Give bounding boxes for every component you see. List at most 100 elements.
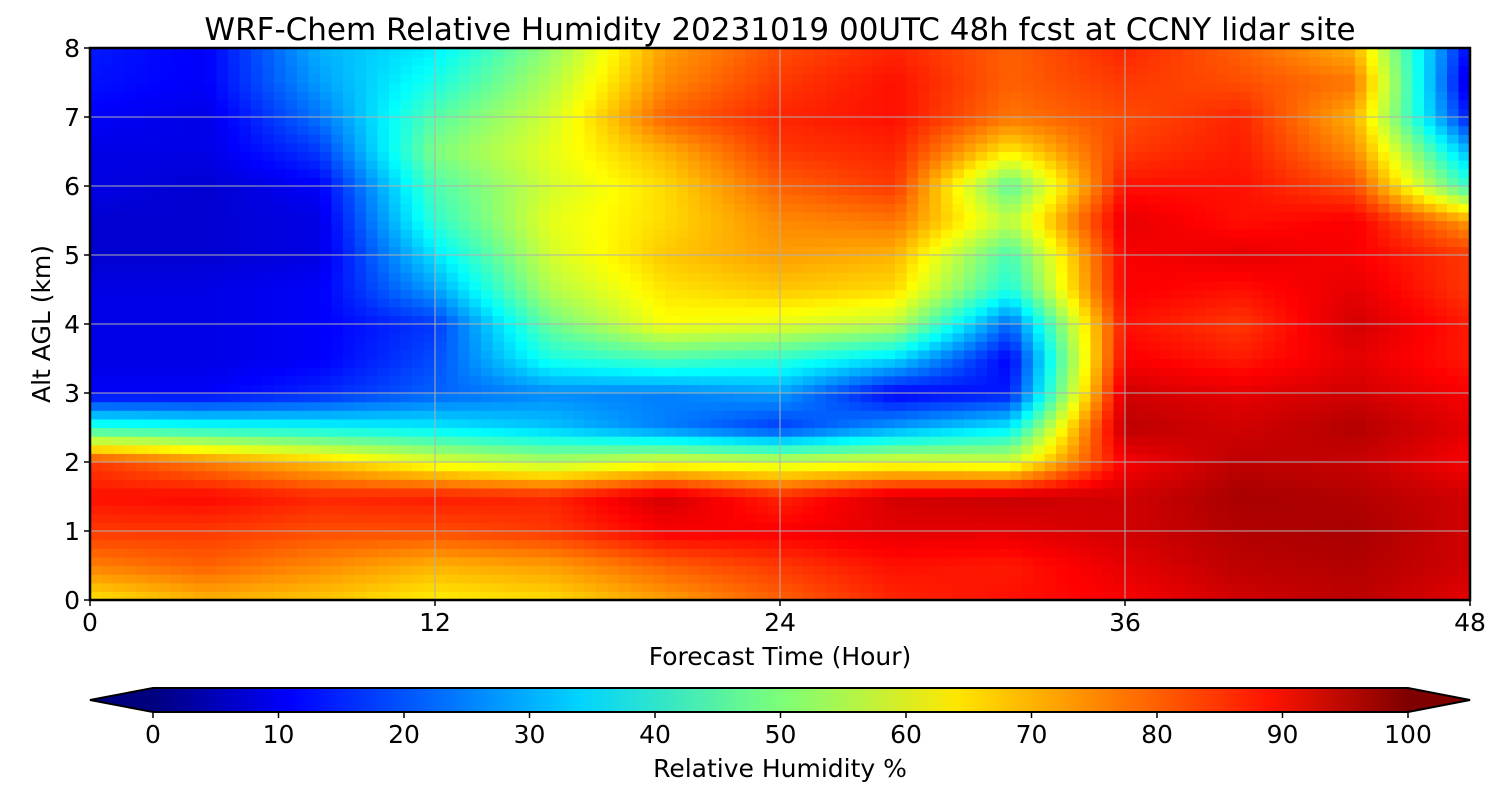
heatmap-cell (630, 565, 643, 575)
heatmap-cell (1447, 246, 1460, 256)
heatmap-cell (377, 393, 390, 403)
heatmap-cell (1090, 324, 1103, 334)
heatmap-cell (412, 531, 425, 541)
heatmap-cell (1355, 393, 1368, 403)
heatmap-cell (952, 556, 965, 567)
heatmap-cell (1136, 565, 1149, 575)
heatmap-cell (538, 280, 551, 291)
heatmap-cell (665, 470, 678, 480)
heatmap-cell (607, 565, 620, 575)
heatmap-cell (1424, 505, 1437, 515)
heatmap-cell (1343, 272, 1356, 282)
heatmap-cell (906, 565, 919, 575)
heatmap-cell (642, 298, 655, 308)
heatmap-cell (573, 582, 586, 592)
heatmap-cell (1263, 272, 1276, 282)
heatmap-cell (941, 470, 954, 480)
heatmap-cell (1182, 393, 1195, 403)
heatmap-cell (1343, 341, 1356, 351)
heatmap-cell (550, 444, 563, 454)
heatmap-cell (159, 479, 172, 489)
heatmap-cell (665, 401, 678, 411)
heatmap-cell (308, 505, 321, 515)
heatmap-cell (768, 289, 781, 299)
heatmap-cell (239, 427, 252, 437)
heatmap-cell (872, 505, 885, 515)
heatmap-cell (849, 565, 862, 575)
heatmap-cell (389, 315, 402, 325)
heatmap-cell (205, 375, 218, 385)
heatmap-cell (205, 487, 218, 498)
heatmap-cell (504, 298, 517, 308)
heatmap-cell (619, 272, 632, 282)
heatmap-cell (228, 280, 241, 291)
heatmap-cell (1033, 427, 1046, 437)
heatmap-cell (492, 574, 505, 584)
heatmap-cell (1274, 272, 1287, 282)
heatmap-cell (239, 539, 252, 549)
heatmap-cell (929, 349, 942, 360)
heatmap-cell (653, 470, 666, 480)
heatmap-cell (619, 401, 632, 411)
heatmap-cell (814, 548, 827, 558)
heatmap-cell (101, 556, 114, 567)
heatmap-cell (975, 341, 988, 351)
heatmap-cell (239, 410, 252, 420)
heatmap-cell (1228, 410, 1241, 420)
heatmap-cell (90, 496, 103, 506)
heatmap-cell (768, 280, 781, 291)
heatmap-cell (906, 444, 919, 454)
heatmap-cell (653, 393, 666, 403)
heatmap-cell (1366, 255, 1379, 265)
heatmap-cell (745, 324, 758, 334)
heatmap-cell (791, 298, 804, 308)
heatmap-cell (366, 358, 379, 368)
heatmap-cell (699, 280, 712, 291)
heatmap-cell (791, 574, 804, 584)
heatmap-cell (1159, 255, 1172, 265)
heatmap-cell (1309, 462, 1322, 472)
heatmap-cell (228, 358, 241, 368)
heatmap-cell (136, 393, 149, 403)
heatmap-cell (1148, 332, 1161, 342)
heatmap-cell (285, 556, 298, 567)
heatmap-cell (1056, 332, 1069, 342)
heatmap-cell (205, 548, 218, 558)
heatmap-cell (1343, 306, 1356, 316)
heatmap-cell (377, 574, 390, 584)
heatmap-cell (216, 272, 229, 282)
heatmap-cell (929, 315, 942, 325)
heatmap-cell (90, 565, 103, 575)
heatmap-cell (182, 349, 195, 360)
heatmap-cell (297, 487, 310, 498)
heatmap-cell (205, 531, 218, 541)
heatmap-cell (504, 582, 517, 592)
heatmap-cell (1090, 505, 1103, 515)
heatmap-cell (1021, 367, 1034, 377)
heatmap-cell (124, 444, 137, 454)
heatmap-cell (435, 393, 448, 403)
heatmap-cell (860, 341, 873, 351)
heatmap-cell (1033, 462, 1046, 472)
heatmap-cell (1033, 332, 1046, 342)
heatmap-cell (308, 263, 321, 273)
heatmap-cell (1148, 470, 1161, 480)
heatmap-cell (1217, 591, 1230, 600)
heatmap-cell (458, 556, 471, 567)
heatmap-cell (780, 255, 793, 265)
heatmap-cell (124, 367, 137, 377)
heatmap-cell (1113, 289, 1126, 299)
heatmap-cell (642, 513, 655, 523)
heatmap-cell (446, 315, 459, 325)
heatmap-cell (400, 401, 413, 411)
heatmap-cell (1021, 289, 1034, 299)
heatmap-cell (1412, 496, 1425, 506)
heatmap-cell (872, 496, 885, 506)
heatmap-cell (630, 401, 643, 411)
heatmap-cell (1263, 358, 1276, 368)
heatmap-cell (354, 324, 367, 334)
heatmap-cell (228, 298, 241, 308)
heatmap-cell (757, 298, 770, 308)
heatmap-cell (791, 393, 804, 403)
heatmap-cell (1021, 522, 1034, 532)
